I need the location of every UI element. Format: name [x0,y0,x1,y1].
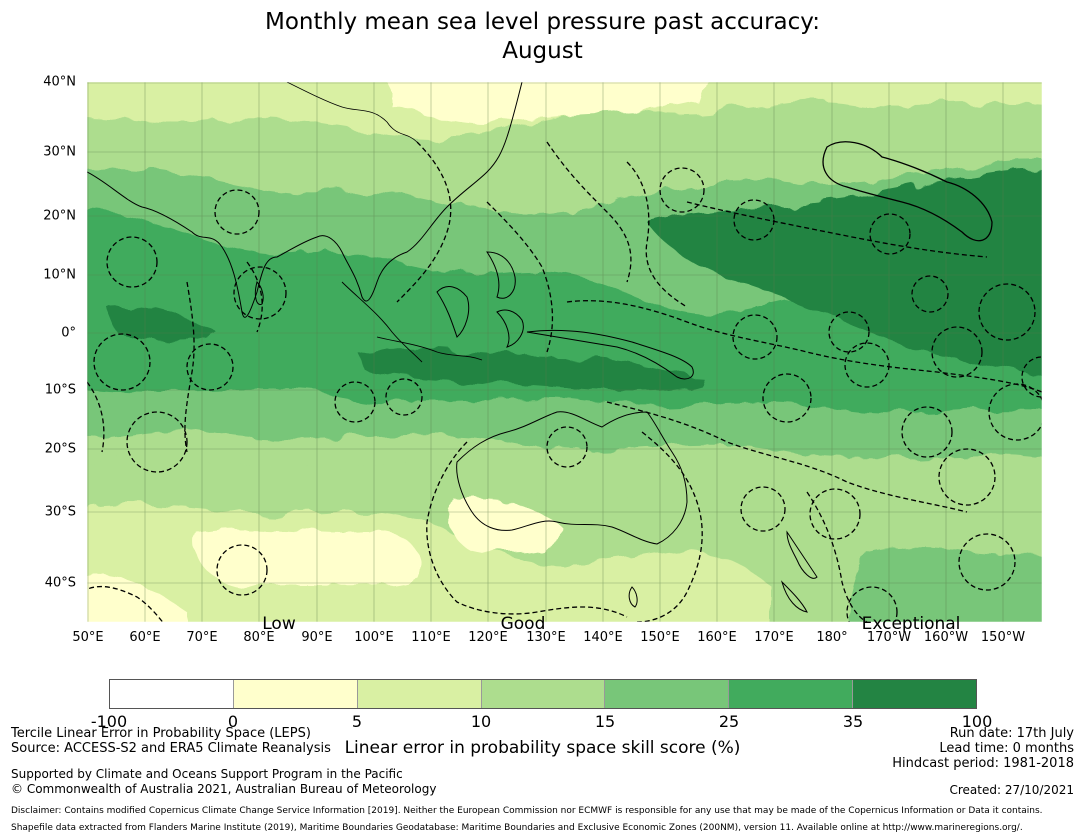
colorbar-segment [481,680,606,708]
lon-label: 140°E [583,630,623,645]
lat-label: 40°S [44,575,76,591]
coastlines [87,82,818,613]
skill-field [87,82,1042,622]
shapefile-text: Shapefile data extracted from Flanders M… [11,823,1023,833]
lat-label: 10°N [43,267,76,283]
colorbar-tick: 0 [227,712,239,731]
map-graticule [87,82,1042,622]
colorbar-segment [605,680,730,708]
colorbar-tick: 25 [718,712,740,731]
lon-label: 160°W [923,630,969,645]
category-low: Low [262,614,296,634]
copyright-text: © Commonwealth of Australia 2021, Austra… [11,782,437,796]
title-line-1: Monthly mean sea level pressure past acc… [265,9,820,35]
lat-label: 40°N [43,74,76,90]
run-date: Run date: 17th July [949,726,1074,741]
hindcast-period: Hindcast period: 1981-2018 [892,756,1074,771]
disclaimer-text: Disclaimer: Contains modified Copernicus… [11,806,1043,816]
colorbar-segment [729,680,854,708]
colorbar-segment [357,680,482,708]
colorbar [109,679,977,709]
created-date: Created: 27/10/2021 [949,783,1074,797]
title-line-2: August [502,38,583,64]
lon-label: 100°E [354,630,394,645]
lat-label: 20°N [43,208,76,224]
colorbar-tick: 100 [961,712,993,731]
lon-label: 150°E [640,630,680,645]
colorbar-tick: 35 [842,712,864,731]
eez-boundaries [87,141,1042,622]
lat-label: 10°S [44,382,76,398]
lon-label: 180° [816,630,848,645]
colorbar-segment [110,680,234,708]
solid-boundary-hawaii [822,141,993,242]
colorbar-tick: -100 [90,712,128,731]
lon-label: 110°E [411,630,451,645]
skill-map [87,82,1042,622]
colorbar-segment [853,680,977,708]
source-text: Source: ACCESS-S2 and ERA5 Climate Reana… [11,741,331,756]
supported-text: Supported by Climate and Oceans Support … [11,767,403,781]
colorbar-segment [233,680,358,708]
colorbar-tick: 5 [351,712,363,731]
lon-label: 60°E [129,630,161,645]
lon-label: 170°W [866,630,912,645]
lat-label: 0° [61,325,76,341]
lon-label: 80°E [243,630,275,645]
lat-label: 20°S [44,441,76,457]
lon-label: 70°E [186,630,218,645]
map-title: Monthly mean sea level pressure past acc… [0,8,1085,66]
colorbar-tick: 10 [470,712,492,731]
lon-label: 130°E [526,630,566,645]
category-exceptional: Exceptional [861,614,961,634]
lon-label: 50°E [72,630,104,645]
method-text: Tercile Linear Error in Probability Spac… [11,726,311,741]
lon-label: 160°E [697,630,737,645]
colorbar-label: Linear error in probability space skill … [344,738,741,758]
lead-time: Lead time: 0 months [939,741,1074,756]
lat-label: 30°N [43,144,76,160]
lon-label: 170°E [754,630,794,645]
lon-label: 120°E [468,630,508,645]
lon-label: 150°W [980,630,1026,645]
lat-label: 30°S [44,504,76,520]
lon-label: 90°E [301,630,333,645]
colorbar-tick: 15 [594,712,616,731]
category-good: Good [500,614,546,634]
